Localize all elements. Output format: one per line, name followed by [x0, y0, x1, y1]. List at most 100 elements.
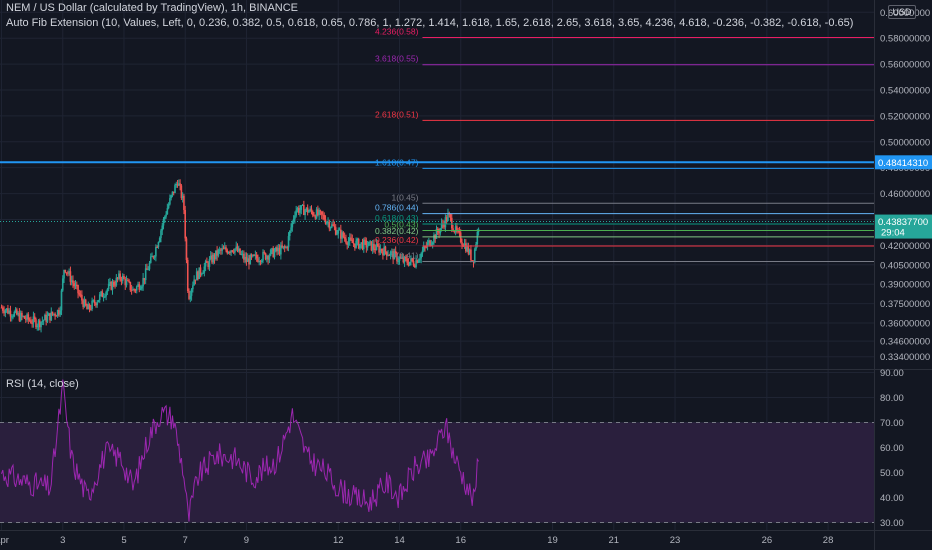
candle-body	[393, 251, 396, 260]
candle-body	[139, 288, 142, 290]
candle-body	[73, 283, 76, 287]
candle-body	[132, 289, 134, 291]
candle-body	[461, 242, 463, 245]
candle-body	[291, 221, 294, 228]
candle-body	[282, 246, 285, 248]
price-axis-label: 0.39000000	[880, 280, 930, 291]
candle-body	[343, 237, 346, 239]
candle-body	[169, 198, 171, 205]
candle-body	[106, 289, 109, 292]
candle-body	[283, 246, 286, 248]
candle-body	[454, 226, 457, 233]
candle-body	[444, 217, 447, 228]
candle-body	[357, 238, 360, 249]
price-axis-label: 0.56000000	[880, 60, 930, 71]
candle-body	[96, 302, 98, 306]
candle-body	[56, 310, 59, 316]
candle-body	[249, 254, 252, 265]
candle-body	[371, 243, 374, 251]
candle-body	[290, 227, 292, 231]
candle-body	[244, 256, 246, 260]
candle-body	[7, 308, 9, 314]
candle-body	[267, 256, 269, 260]
candle-body	[240, 254, 243, 256]
time-axis-label: 21	[609, 535, 620, 546]
candle-body	[155, 247, 157, 257]
candle-body	[197, 271, 199, 279]
candle-body	[311, 211, 314, 216]
candle-body	[142, 277, 144, 287]
candle-body	[352, 242, 355, 244]
candle-body	[354, 243, 356, 248]
candle-body	[65, 272, 68, 274]
fib-level-label: 1(0.45)	[392, 192, 419, 202]
candle-body	[296, 208, 299, 211]
candle-body	[114, 285, 116, 287]
candle-body	[262, 252, 264, 261]
time-axis-label: 5	[121, 535, 126, 546]
candle-body	[158, 238, 161, 243]
candle-body	[306, 207, 309, 213]
candle-body	[269, 249, 272, 256]
candle-body	[229, 252, 231, 254]
candle-body	[148, 262, 151, 270]
candle-body	[340, 229, 342, 239]
candle-body	[299, 209, 301, 213]
candle-body	[37, 320, 40, 326]
price-axis-label: 0.54000000	[880, 85, 930, 96]
candle-body	[225, 247, 227, 251]
candle-body	[138, 284, 141, 290]
candle-body	[208, 259, 211, 267]
candle-body	[314, 215, 317, 219]
candle-body	[180, 185, 183, 198]
candle-body	[292, 218, 295, 222]
candle-body	[456, 226, 458, 231]
candle-body	[162, 218, 165, 226]
candle-body	[237, 248, 240, 252]
candle-body	[193, 279, 195, 286]
candle-body	[366, 245, 369, 248]
candle-body	[50, 311, 53, 321]
candle-body	[178, 183, 180, 186]
candle-body	[328, 221, 331, 229]
candle-body	[325, 222, 328, 224]
candle-body	[377, 243, 379, 246]
bar-countdown: 29:04	[881, 228, 905, 239]
candle-body	[79, 294, 82, 296]
candle-body	[394, 251, 397, 254]
candle-body	[156, 247, 158, 249]
candle-body	[78, 293, 81, 295]
candle-body	[378, 245, 380, 253]
fib-level-label: 4.236(0.58)	[375, 27, 419, 37]
candle-body	[385, 251, 388, 256]
currency-label[interactable]: USD	[888, 5, 916, 19]
fib-level-label: 0.786(0.44)	[375, 203, 419, 213]
candle-body	[104, 296, 106, 298]
candle-body	[189, 295, 192, 299]
candle-body	[176, 184, 179, 186]
candle-body	[16, 309, 18, 315]
candle-body	[424, 246, 426, 248]
candle-body	[91, 300, 93, 310]
candle-body	[161, 225, 164, 231]
candle-body	[431, 242, 434, 245]
indicator-title: Auto Fib Extension (10, Values, Left, 0,…	[6, 17, 854, 29]
candle-body	[258, 261, 260, 263]
candle-body	[254, 254, 257, 256]
candle-body	[341, 232, 343, 239]
candle-body	[476, 231, 479, 245]
candle-body	[170, 195, 172, 199]
candle-body	[287, 236, 290, 248]
candle-body	[5, 308, 8, 311]
candle-body	[93, 300, 96, 304]
candle-body	[272, 248, 275, 258]
candle-body	[428, 240, 430, 243]
candle-body	[273, 251, 276, 258]
candle-body	[63, 269, 65, 279]
candle-body	[241, 253, 244, 255]
candle-body	[55, 315, 58, 317]
candle-body	[14, 309, 17, 313]
candle-body	[165, 214, 167, 217]
candle-body	[179, 183, 181, 186]
